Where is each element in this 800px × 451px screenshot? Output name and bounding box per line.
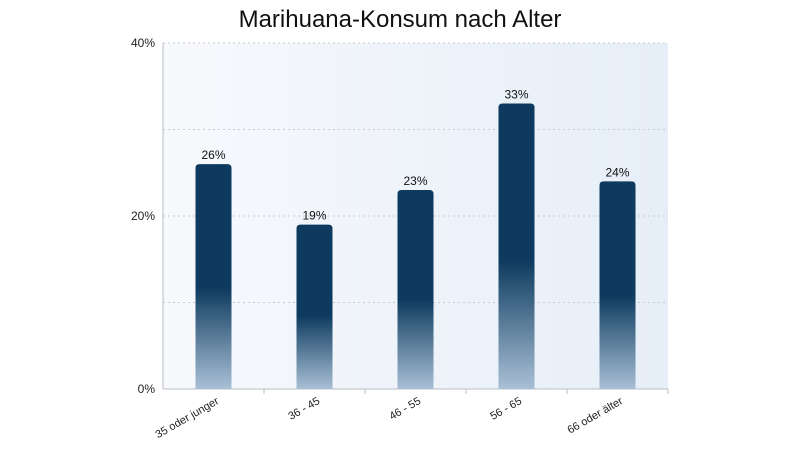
bar: [599, 181, 636, 389]
data-label: 33%: [504, 88, 528, 102]
bar: [498, 103, 535, 390]
x-tick-label: 66 oder älter: [566, 395, 626, 436]
data-label: 23%: [403, 174, 427, 188]
y-tick-label: 20%: [131, 209, 155, 223]
gridlines: [163, 42, 668, 303]
data-label: 19%: [302, 209, 326, 223]
bar: [195, 164, 232, 389]
x-tick-label: 36 - 45: [286, 395, 322, 423]
data-label: 26%: [201, 148, 225, 162]
x-tick-label: 56 - 65: [488, 395, 524, 423]
bar: [397, 190, 434, 389]
y-tick-label: 0%: [138, 382, 156, 396]
x-tick-label: 35 oder junger: [154, 395, 222, 441]
bars: [195, 103, 636, 390]
chart-title: Marihuana-Konsum nach Alter: [238, 6, 562, 33]
y-tick-label: 40%: [131, 36, 155, 50]
x-tick-label: 46 - 55: [387, 395, 423, 423]
bar: [296, 224, 333, 389]
data-label: 24%: [605, 165, 629, 179]
